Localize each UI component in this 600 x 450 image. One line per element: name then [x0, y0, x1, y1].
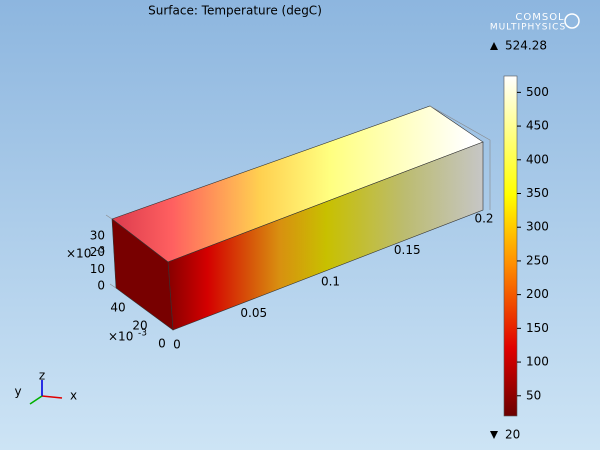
y-tick-label: 20 [132, 319, 147, 333]
colorbar-min: 20 [505, 428, 520, 442]
max-arrow [490, 42, 498, 50]
z-tick-label: 30 [90, 229, 105, 243]
plot-title: Surface: Temperature (degC) [148, 4, 322, 18]
triad-y [29, 395, 43, 405]
z-tick-label: 10 [90, 262, 105, 276]
z-tick-label: 0 [97, 279, 105, 293]
colorbar-tick-label: 400 [526, 152, 549, 166]
edge [429, 105, 491, 210]
z-exponent: -3 [96, 246, 105, 256]
x-tick-label: 0 [173, 338, 181, 352]
y-tick-label: 40 [110, 301, 125, 315]
colorbar [503, 75, 518, 417]
bounding-box [105, 105, 491, 289]
colorbar-tick-label: 250 [526, 253, 549, 267]
colorbar-tick-label: 300 [526, 220, 549, 234]
triad [29, 380, 63, 405]
colorbar-tick-label: 500 [526, 85, 549, 99]
y-multiplier: ×10 [108, 330, 133, 344]
min-arrow [490, 431, 498, 439]
edge [109, 283, 117, 289]
colorbar-tick-label: 450 [526, 119, 549, 133]
edge [105, 214, 113, 220]
logo-line1: COMSOL [515, 12, 564, 23]
colorbar-tick-label: 50 [526, 388, 541, 402]
logo-icon [564, 13, 580, 29]
y-exponent: -3 [138, 329, 147, 339]
x-tick-label: 0.2 [474, 212, 493, 226]
x-tick-label: 0.15 [394, 243, 421, 257]
triad-z-label: z [39, 369, 45, 383]
triad-x [41, 395, 63, 399]
y-tick-label: 0 [158, 337, 166, 351]
colorbar-tick-label: 200 [526, 287, 549, 301]
triad-y-label: y [14, 385, 21, 399]
z-tick-label: 20 [90, 245, 105, 259]
triad-x-label: x [70, 389, 77, 403]
colorbar-tick-label: 150 [526, 321, 549, 335]
colorbar-max: 524.28 [505, 39, 547, 53]
logo-line2: MULTIPHYSICS [490, 23, 566, 33]
z-multiplier: ×10 [66, 247, 91, 261]
x-tick-label: 0.05 [240, 306, 267, 320]
colorbar-tick-label: 350 [526, 186, 549, 200]
x-tick-label: 0.1 [321, 275, 340, 289]
colorbar-tick-label: 100 [526, 355, 549, 369]
geometry [111, 105, 484, 331]
left-face [111, 218, 174, 331]
